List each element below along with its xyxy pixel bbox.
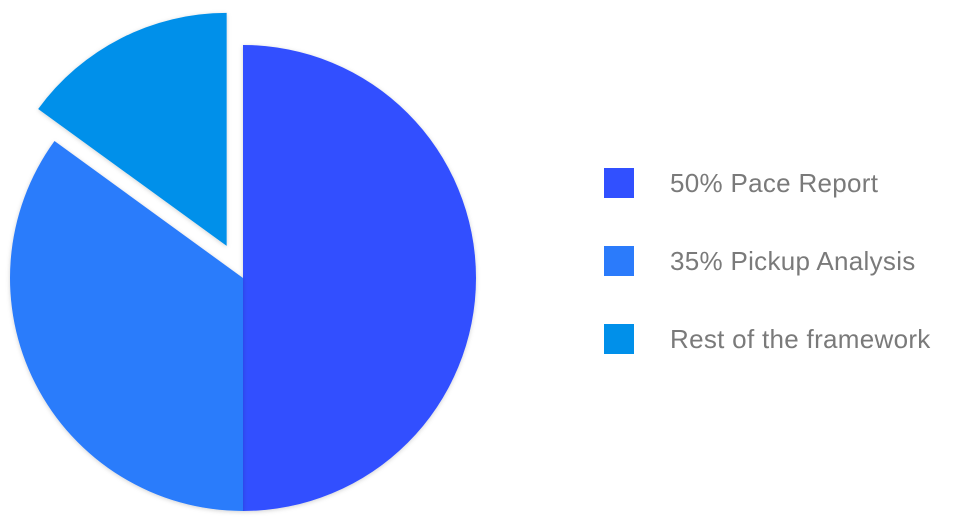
legend-item-pace-report: 50% Pace Report xyxy=(604,160,979,206)
legend-swatch-rest-of-framework xyxy=(604,324,634,354)
pie-slice-50-pace-report xyxy=(243,45,476,511)
pie-slice-35-pickup-analysis xyxy=(9,141,244,512)
pie-slices xyxy=(9,12,476,512)
pie-chart-plot xyxy=(9,12,476,512)
legend-item-rest-of-framework: Rest of the framework xyxy=(604,316,979,362)
legend-label-pickup-analysis: 35% Pickup Analysis xyxy=(670,245,916,276)
legend-swatch-pickup-analysis xyxy=(604,246,634,276)
legend-item-pickup-analysis: 35% Pickup Analysis xyxy=(604,238,979,284)
pie-slice-rest-of-the-framework xyxy=(38,12,227,246)
legend-label-pace-report: 50% Pace Report xyxy=(670,167,879,198)
legend-label-rest-of-framework: Rest of the framework xyxy=(670,323,931,354)
legend: 50% Pace Report 35% Pickup Analysis Rest… xyxy=(604,160,979,394)
legend-swatch-pace-report xyxy=(604,168,634,198)
